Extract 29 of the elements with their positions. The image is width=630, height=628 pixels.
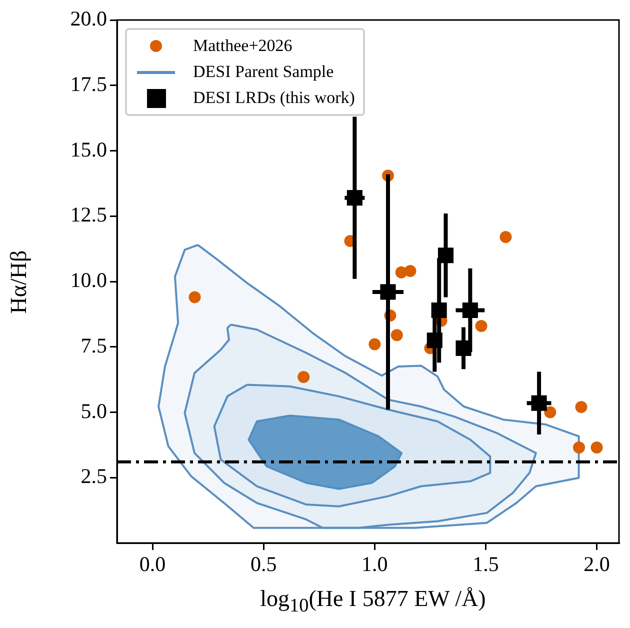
y-tick-label: 7.5 bbox=[80, 333, 107, 358]
y-tick-label: 2.5 bbox=[80, 464, 107, 488]
point bbox=[575, 401, 588, 414]
legend-label: DESI LRDs (this work) bbox=[193, 88, 355, 108]
y-tick-label: 20.0 bbox=[70, 6, 107, 31]
point bbox=[404, 265, 416, 278]
y-tick-label: 15.0 bbox=[70, 137, 107, 162]
x-tick-label: 1.5 bbox=[472, 552, 499, 576]
legend-label: Matthee+2026 bbox=[193, 36, 292, 56]
y-tick-label: 10.0 bbox=[70, 268, 107, 292]
point bbox=[500, 231, 512, 244]
y-tick-label: 5.0 bbox=[80, 398, 107, 423]
legend-label: DESI Parent Sample bbox=[193, 62, 334, 82]
x-tick-label: 1.0 bbox=[362, 552, 388, 576]
point bbox=[544, 406, 556, 418]
point bbox=[298, 370, 310, 383]
point bbox=[590, 442, 603, 454]
y-axis-title: Hα/Hβ bbox=[6, 250, 32, 314]
point bbox=[573, 442, 586, 454]
point bbox=[188, 291, 201, 304]
y-tick-label: 17.5 bbox=[70, 72, 107, 96]
point bbox=[368, 338, 381, 350]
point bbox=[475, 320, 488, 332]
y-tick-label: 12.5 bbox=[70, 202, 107, 227]
x-tick-label: 2.0 bbox=[584, 552, 610, 576]
x-tick-label: 0.0 bbox=[139, 552, 166, 576]
x-axis-title: log$_{10}$(He I 5877 EW /Å) bbox=[259, 586, 487, 618]
point bbox=[390, 329, 403, 342]
x-tick-label: 0.5 bbox=[250, 552, 277, 576]
